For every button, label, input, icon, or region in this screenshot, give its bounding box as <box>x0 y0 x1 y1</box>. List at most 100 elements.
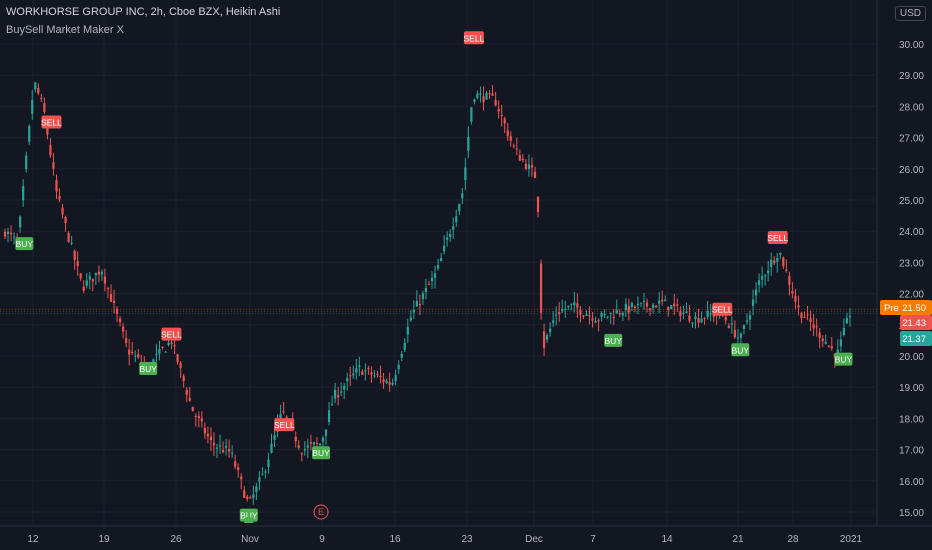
candle-body <box>473 99 476 102</box>
candle-body <box>455 216 458 223</box>
candle-body <box>134 355 137 357</box>
candle-body <box>285 416 288 419</box>
signal-label: SELL <box>274 420 295 430</box>
candle-body <box>91 278 94 282</box>
candle-body <box>470 107 473 122</box>
y-tick-label: 28.00 <box>899 102 924 113</box>
candle-body <box>43 103 46 113</box>
candle-body <box>730 323 733 325</box>
buy-signal: BUY <box>312 446 330 460</box>
candle-body <box>221 449 225 453</box>
signal-box <box>604 333 623 347</box>
candle-body <box>436 265 440 269</box>
candle-body <box>412 309 415 313</box>
sell-signal: SELL <box>712 302 733 316</box>
signal-label: BUY <box>16 239 34 249</box>
candle-body <box>397 364 400 370</box>
candle-body <box>788 276 791 285</box>
candle-body <box>482 96 485 103</box>
candle-body <box>37 87 40 94</box>
candle-body <box>300 453 303 455</box>
candle-body <box>830 346 833 349</box>
signal-box <box>712 302 733 316</box>
candle-body <box>155 354 158 356</box>
candle-body <box>552 320 555 323</box>
candle-body <box>712 314 715 317</box>
candle-body <box>440 257 443 262</box>
candle-body <box>803 316 806 318</box>
candle-body <box>600 313 603 317</box>
candle-body <box>228 448 231 452</box>
candle-body <box>530 165 534 168</box>
candle-body <box>433 273 437 278</box>
price-axis[interactable]: 15.0016.0017.0018.0019.0020.0021.0022.00… <box>899 40 924 519</box>
candle-body <box>733 329 736 338</box>
candle-body <box>688 315 691 321</box>
candle-body <box>88 276 91 280</box>
candle-body <box>757 280 761 285</box>
candle-body <box>218 445 222 447</box>
candle-body <box>467 136 470 151</box>
candle-body <box>94 272 97 276</box>
candle-body <box>639 302 643 304</box>
candle-body <box>764 275 767 277</box>
candle-body <box>164 351 167 353</box>
candle-body <box>388 382 391 385</box>
candle-body <box>321 437 325 442</box>
candle-body <box>22 186 25 201</box>
candle-body <box>64 216 67 224</box>
candle-body <box>512 145 515 147</box>
candle-body <box>558 312 561 315</box>
indicator-name[interactable]: BuySell Market Maker X <box>6 24 124 36</box>
candle-body <box>776 257 779 262</box>
sell-signal: SELL <box>274 418 295 432</box>
candle-body <box>182 376 185 382</box>
candle-body <box>700 318 703 323</box>
y-tick-label: 23.00 <box>899 258 924 269</box>
candle-body <box>415 300 418 307</box>
candle-body <box>667 306 670 311</box>
candle-body <box>518 155 521 161</box>
candle-body <box>327 410 331 422</box>
y-tick-label: 15.00 <box>899 508 924 519</box>
candle-body <box>179 362 182 368</box>
currency-button[interactable]: USD <box>894 6 926 21</box>
y-tick-label: 24.00 <box>899 227 924 238</box>
buy-signal: BUY <box>834 352 853 366</box>
candle-body <box>115 308 119 314</box>
candle-body <box>197 416 200 419</box>
candle-body <box>506 130 509 137</box>
candle-body <box>618 313 621 315</box>
candle-body <box>761 276 764 280</box>
candle-body <box>627 306 630 313</box>
candle-body <box>215 447 219 449</box>
candle-body <box>636 303 640 306</box>
candle-body <box>12 236 16 238</box>
candle-body <box>158 349 161 354</box>
candle-body <box>376 373 379 375</box>
candle-body <box>612 316 615 318</box>
time-axis[interactable]: 12 19 26 Nov 9 16 23 Dec 7 14 21 28 2021 <box>27 534 862 545</box>
candle-body <box>297 445 300 448</box>
candle-body <box>382 379 385 383</box>
candle-body <box>173 345 176 347</box>
candle-body <box>476 93 479 98</box>
candle-body <box>100 271 104 275</box>
candle-body <box>449 234 452 238</box>
x-tick-label: 23 <box>461 534 473 545</box>
candle-body <box>676 304 679 306</box>
price-label-value: 21.37 <box>902 334 926 345</box>
candle-body <box>645 302 649 307</box>
chart-markers: E <box>243 504 329 523</box>
candle-body <box>658 300 661 304</box>
candle-body <box>736 337 739 339</box>
candle-body <box>555 314 558 316</box>
candle-body <box>61 207 64 215</box>
candle-body <box>400 353 403 358</box>
candle-body <box>137 354 140 358</box>
candle-body <box>430 277 434 282</box>
price-label: 21.37 <box>900 331 932 346</box>
candle-body <box>727 325 730 328</box>
candle-body <box>527 164 531 169</box>
